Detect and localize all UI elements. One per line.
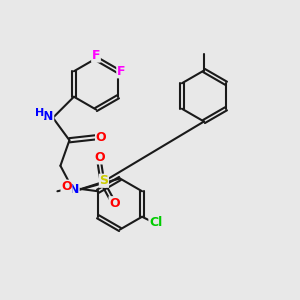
Text: F: F xyxy=(92,49,100,62)
Text: O: O xyxy=(96,131,106,144)
Text: F: F xyxy=(117,65,125,78)
Text: O: O xyxy=(109,197,120,210)
Text: O: O xyxy=(94,151,105,164)
Text: O: O xyxy=(61,180,72,193)
Text: N: N xyxy=(43,110,54,123)
Text: Cl: Cl xyxy=(149,216,162,229)
Text: N: N xyxy=(69,183,79,196)
Text: H: H xyxy=(35,108,44,118)
Text: S: S xyxy=(99,174,108,187)
